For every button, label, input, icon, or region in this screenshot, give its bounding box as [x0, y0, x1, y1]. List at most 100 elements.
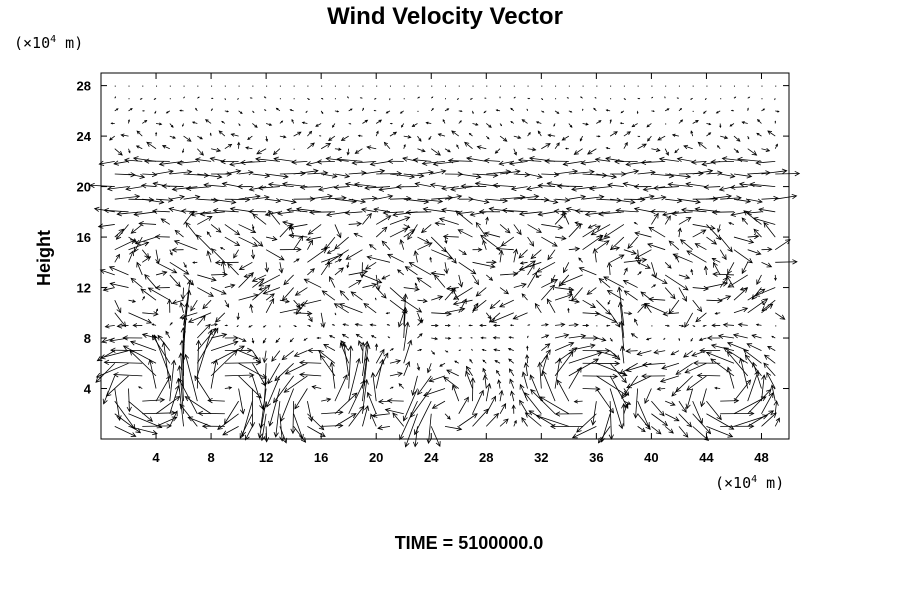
wind-vector: [651, 96, 654, 99]
wind-vector: [293, 148, 295, 150]
wind-vector: [238, 110, 243, 114]
wind-vector: [541, 279, 559, 288]
wind-vector: [525, 354, 530, 364]
wind-vector: [678, 85, 680, 87]
wind-vector: [703, 265, 709, 275]
wind-vector: [328, 335, 336, 339]
wind-vector: [535, 414, 569, 427]
wind-vector: [568, 110, 573, 113]
wind-vector: [753, 228, 762, 238]
wind-vector: [630, 333, 638, 339]
wind-vector: [315, 123, 322, 127]
wind-vector: [362, 195, 378, 202]
wind-vector: [130, 277, 143, 288]
wind-vector: [692, 196, 719, 202]
x-tick-label: 48: [754, 450, 768, 465]
wind-vector: [625, 160, 652, 167]
wind-vector: [537, 130, 542, 137]
wind-vector: [142, 85, 144, 87]
wind-vector: [485, 312, 492, 320]
wind-vector: [109, 337, 129, 343]
wind-vector: [690, 268, 694, 276]
wind-vector: [143, 158, 170, 164]
wind-vector: [518, 261, 542, 271]
wind-vector: [710, 159, 734, 165]
wind-vector: [293, 299, 301, 308]
wind-vector: [746, 343, 762, 352]
wind-vector: [282, 220, 294, 226]
wind-vector: [454, 360, 459, 364]
wind-vector: [114, 426, 137, 437]
wind-vector: [221, 120, 226, 124]
wind-vector: [678, 426, 689, 438]
wind-vector: [559, 274, 583, 285]
wind-vector: [387, 158, 404, 164]
wind-vector: [553, 123, 556, 127]
wind-vector: [767, 130, 776, 137]
wind-vector: [775, 193, 798, 200]
wind-vector: [265, 297, 275, 313]
wind-vector: [710, 343, 735, 352]
wind-vector: [555, 85, 557, 87]
wind-vector: [348, 357, 361, 402]
x-axis: 4 8 12 16 20 24 28 32 36 40 44 48: [152, 73, 769, 465]
wind-vector: [307, 239, 313, 250]
wind-vector: [339, 342, 350, 364]
wind-vector: [311, 385, 322, 390]
wind-vector: [517, 157, 542, 163]
wind-vector: [610, 198, 636, 205]
y-tick-label: 16: [77, 230, 91, 245]
wind-vector: [429, 256, 432, 263]
wind-vector: [128, 98, 130, 100]
wind-vector: [573, 148, 583, 155]
wind-vector: [662, 311, 679, 317]
wind-vector: [671, 210, 693, 216]
wind-vector: [403, 286, 420, 292]
wind-vector: [563, 262, 570, 274]
wind-vector: [417, 135, 422, 142]
y-axis: 4 8 12 16 20 24 28: [77, 79, 789, 397]
wind-vector: [389, 216, 411, 225]
wind-vector: [626, 375, 652, 389]
wind-vector: [568, 246, 581, 252]
wind-vector: [290, 401, 296, 435]
wind-vector: [568, 322, 579, 328]
wind-vector: [568, 358, 599, 377]
wind-vector: [500, 236, 515, 247]
wind-vector: [535, 274, 542, 278]
wind-vector: [147, 287, 170, 301]
wind-vector: [623, 400, 632, 405]
wind-vector: [224, 335, 239, 341]
wind-vector: [499, 418, 509, 427]
wind-vector: [196, 329, 213, 377]
wind-vector: [554, 341, 575, 352]
wind-vector: [155, 261, 178, 274]
wind-vector: [110, 347, 143, 353]
wind-vector: [250, 249, 256, 260]
wind-vector: [224, 224, 241, 236]
wind-vector: [556, 183, 583, 189]
wind-vector: [513, 282, 527, 288]
wind-vector: [596, 173, 618, 180]
wind-vector: [368, 243, 377, 251]
wind-vector: [211, 171, 233, 177]
wind-vector: [256, 148, 267, 155]
wind-vector: [320, 312, 326, 329]
wind-vector: [426, 363, 432, 374]
wind-vector: [286, 207, 308, 213]
wind-vector: [498, 249, 504, 263]
wind-vector: [266, 197, 282, 204]
wind-vector: [580, 96, 583, 99]
wind-vector: [706, 426, 734, 438]
wind-vector: [157, 334, 171, 351]
y-axis-label: Height: [34, 230, 54, 286]
wind-vector: [279, 198, 297, 205]
wind-vector: [334, 173, 351, 179]
wind-vector: [697, 141, 707, 150]
wind-vector: [485, 135, 490, 140]
wind-vector: [637, 97, 641, 100]
wind-vector: [161, 145, 170, 150]
wind-vector: [521, 417, 528, 427]
wind-vector: [521, 371, 528, 389]
wind-vector: [233, 249, 239, 259]
